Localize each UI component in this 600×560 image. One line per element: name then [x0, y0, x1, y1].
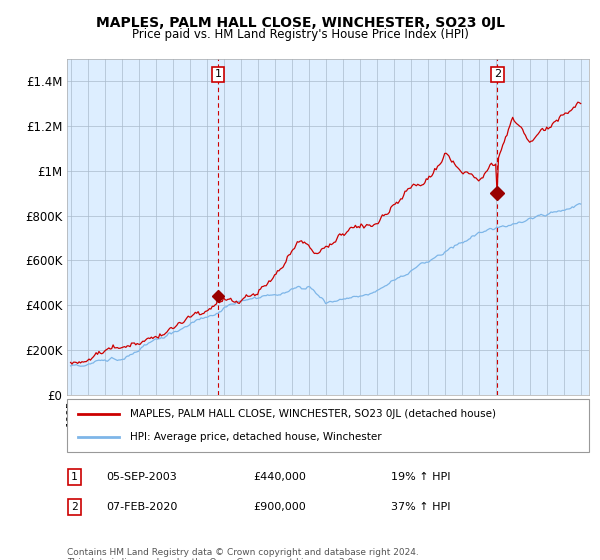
Text: 37% ↑ HPI: 37% ↑ HPI: [391, 502, 451, 512]
Text: 2: 2: [71, 502, 78, 512]
Text: MAPLES, PALM HALL CLOSE, WINCHESTER, SO23 0JL: MAPLES, PALM HALL CLOSE, WINCHESTER, SO2…: [95, 16, 505, 30]
Text: 05-SEP-2003: 05-SEP-2003: [106, 472, 177, 482]
Text: 07-FEB-2020: 07-FEB-2020: [106, 502, 178, 512]
Text: £900,000: £900,000: [253, 502, 306, 512]
Text: Contains HM Land Registry data © Crown copyright and database right 2024.
This d: Contains HM Land Registry data © Crown c…: [67, 548, 419, 560]
Text: 1: 1: [215, 69, 221, 80]
Text: 1: 1: [71, 472, 78, 482]
Text: 2: 2: [494, 69, 501, 80]
Text: HPI: Average price, detached house, Winchester: HPI: Average price, detached house, Winc…: [130, 432, 382, 442]
Text: £440,000: £440,000: [253, 472, 306, 482]
Text: Price paid vs. HM Land Registry's House Price Index (HPI): Price paid vs. HM Land Registry's House …: [131, 28, 469, 41]
Text: MAPLES, PALM HALL CLOSE, WINCHESTER, SO23 0JL (detached house): MAPLES, PALM HALL CLOSE, WINCHESTER, SO2…: [130, 409, 496, 419]
Text: 19% ↑ HPI: 19% ↑ HPI: [391, 472, 451, 482]
